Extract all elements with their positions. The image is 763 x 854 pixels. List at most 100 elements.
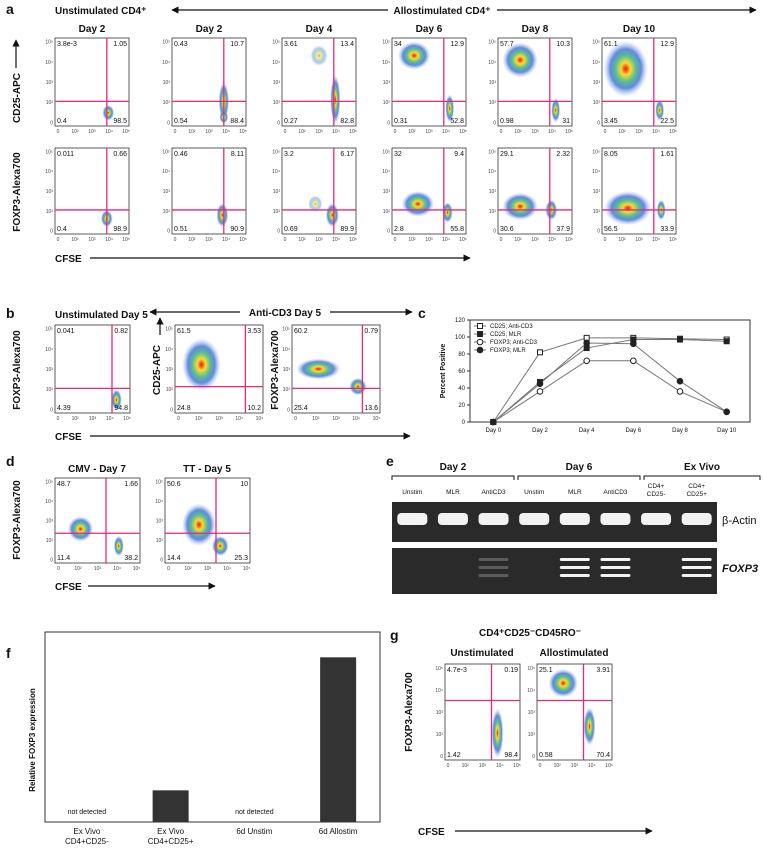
quadrant-value: 0.98 [500,118,514,125]
quadrant-value: 0.4 [57,226,67,233]
x-tick-label: Ex Vivo [157,827,185,836]
x-tick-label: 10² [74,566,82,572]
quadrant-value: 94.8 [114,405,128,412]
y-tick-label: 10⁴ [272,169,280,175]
flow-plot-frame [281,147,357,235]
x-axis-label: CFSE [418,827,445,838]
y-tick-label: 10² [593,209,601,215]
quadrant-value: 33.9 [660,226,674,233]
x-tick-label: 10⁴ [235,416,243,422]
x-tick-label: 0 [284,237,287,243]
x-tick-label: 0 [174,237,177,243]
x-tick-label: 10³ [88,129,96,135]
lane-label: CD25+ [686,491,707,498]
x-tick-label: 10³ [315,129,323,135]
title: TT - Day 5 [183,464,231,475]
y-tick-label: 10² [273,209,281,215]
quadrant-value: 98.9 [113,226,127,233]
y-tick-label: 10⁵ [592,149,600,155]
quadrant-value: 0.51 [174,226,188,233]
x-tick-label: 0 [174,129,177,135]
x-tick-label: 10² [618,129,626,135]
y-tick-label: 10³ [46,189,54,195]
x-tick-label: Day 0 [485,428,501,434]
x-tick-label: 10² [298,237,306,243]
x-tick-label: 10⁴ [588,763,596,769]
x-tick-label: 10⁵ [122,237,130,243]
x-tick-label: 10⁵ [122,129,130,135]
y-tick-label: 10⁴ [488,169,496,175]
x-tick-label: 10⁴ [106,416,114,422]
y-tick-label: 10⁴ [527,688,535,694]
quadrant-value: 29.1 [500,151,514,158]
y-tick-label: 10⁴ [45,499,53,505]
y-tick-label: 0 [277,120,280,126]
x-axis-label: CFSE [55,582,82,593]
x-tick-label: 10⁴ [105,237,113,243]
y-tick-label: 10⁵ [527,666,535,672]
flow-plot-frame [171,37,247,127]
x-tick-label: 10³ [204,566,212,572]
y-tick-label: 10³ [489,189,497,195]
x-tick-label: 10⁴ [223,566,231,572]
x-tick-label: 10³ [425,129,433,135]
quadrant-value: 37.9 [556,226,570,233]
density-cloud [67,516,94,542]
y-tick-label: 10² [166,387,174,393]
x-tick-label: 10² [195,416,203,422]
x-tick-label: 0 [604,237,607,243]
quadrant-value: 9.4 [454,151,464,158]
day-label: Day 10 [623,24,656,35]
y-tick-label: 40 [458,386,465,392]
data-point [583,345,590,352]
y-tick-label: 10⁴ [592,169,600,175]
x-tick-label: 0 [177,416,180,422]
density-cloud [296,358,341,380]
data-point [583,334,590,341]
y-axis-label: FOXP3-Alexa700 [12,330,23,410]
data-point [583,339,590,347]
y-tick-label: 120 [455,318,466,324]
density-cloud [325,203,339,228]
y-tick-label: 10⁵ [165,327,173,333]
flow-plot-frame [171,147,247,235]
y-tick-label: 10³ [593,80,601,86]
x-tick-label: 10⁴ [222,237,230,243]
x-tick-label: Day 10 [717,428,737,434]
x-tick-label: 0 [294,416,297,422]
legend-label: CD25; Anti-CD3 [490,324,533,330]
y-tick-label: 10³ [489,80,497,86]
gel-band [600,574,631,577]
x-tick-label: 10³ [205,237,213,243]
gel-band [681,574,712,577]
value-label: not detected [68,809,107,816]
gel-band [681,513,712,525]
quadrant-value: 3.53 [247,328,261,335]
quadrant-value: 0.46 [174,151,188,158]
y-tick-label: 10⁴ [162,169,170,175]
quadrant-value: 89.9 [340,226,354,233]
density-cloud [182,338,221,391]
title: CMV - Day 7 [68,464,126,475]
y-tick-label: 10³ [273,189,281,195]
x-tick-label: 10⁵ [123,416,131,422]
x-tick-label: Day 2 [532,428,548,434]
y-tick-label: 10⁴ [382,60,390,66]
gel-band [478,558,509,561]
quadrant-value: 0.58 [539,752,553,759]
panel-label: a [6,1,14,17]
x-tick-label: 10⁵ [459,129,467,135]
x-tick-label: 10⁴ [332,237,340,243]
quadrant-value: 38.2 [124,555,138,562]
y-tick-label: 10³ [593,189,601,195]
header: Unstimulated CD4⁺ [55,6,146,17]
day-label: Day 6 [416,24,443,35]
quadrant-value: 10.3 [556,41,570,48]
y-tick-label: 10⁵ [272,40,280,46]
y-tick-label: 0 [277,229,280,235]
y-tick-label: 0 [462,420,466,426]
x-tick-label: 10⁵ [239,237,247,243]
quadrant-value: 61.1 [604,41,618,48]
y-tick-label: 10² [46,209,54,215]
